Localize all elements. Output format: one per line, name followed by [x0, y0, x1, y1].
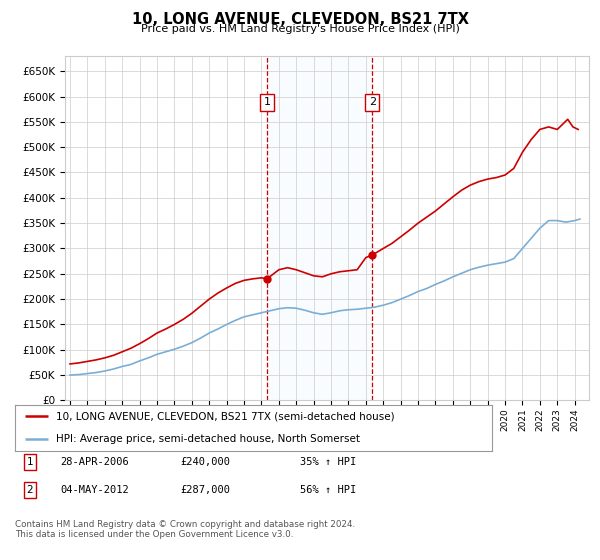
- Text: Price paid vs. HM Land Registry's House Price Index (HPI): Price paid vs. HM Land Registry's House …: [140, 24, 460, 34]
- Text: 1: 1: [26, 457, 34, 467]
- Text: 10, LONG AVENUE, CLEVEDON, BS21 7TX: 10, LONG AVENUE, CLEVEDON, BS21 7TX: [131, 12, 469, 27]
- Text: 2: 2: [26, 485, 34, 495]
- Text: 1: 1: [263, 97, 271, 108]
- Text: 56% ↑ HPI: 56% ↑ HPI: [300, 485, 356, 495]
- Text: 28-APR-2006: 28-APR-2006: [60, 457, 129, 467]
- Text: 35% ↑ HPI: 35% ↑ HPI: [300, 457, 356, 467]
- Text: HPI: Average price, semi-detached house, North Somerset: HPI: Average price, semi-detached house,…: [56, 435, 359, 444]
- Text: Contains HM Land Registry data © Crown copyright and database right 2024.
This d: Contains HM Land Registry data © Crown c…: [15, 520, 355, 539]
- Text: 04-MAY-2012: 04-MAY-2012: [60, 485, 129, 495]
- Text: 10, LONG AVENUE, CLEVEDON, BS21 7TX (semi-detached house): 10, LONG AVENUE, CLEVEDON, BS21 7TX (sem…: [56, 412, 394, 421]
- Text: 2: 2: [369, 97, 376, 108]
- Bar: [267, 56, 372, 400]
- Text: £240,000: £240,000: [180, 457, 230, 467]
- Text: £287,000: £287,000: [180, 485, 230, 495]
